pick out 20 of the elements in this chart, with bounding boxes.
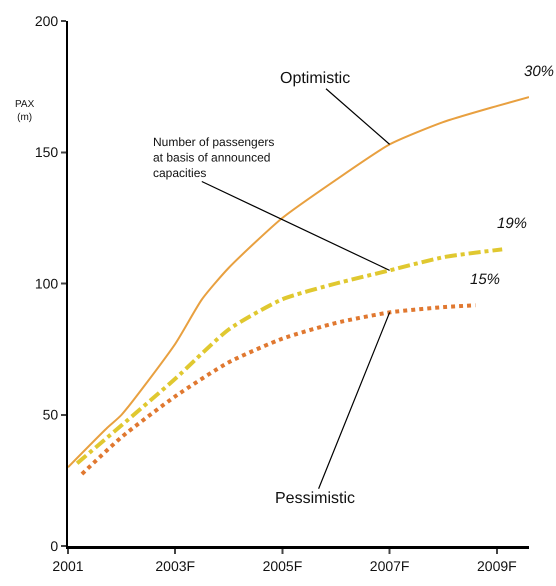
text: Pessimistic — [275, 490, 356, 507]
x-tick-label: 2007F — [370, 558, 410, 574]
line-series — [80, 303, 478, 476]
annotation: 19% — [497, 215, 528, 232]
x-tick-label: 2003F — [155, 558, 196, 574]
y-tick-label: 150 — [34, 144, 58, 160]
x-tick-label: 2001 — [52, 558, 84, 574]
annotation: 30% — [524, 63, 554, 80]
y-tick-label: 100 — [34, 275, 58, 292]
text: Number of passengers at basis of announced capacities — [153, 135, 274, 180]
line-series — [68, 96, 529, 468]
annotation: 15% — [470, 271, 500, 288]
line-series — [75, 247, 504, 466]
y-tick-label: 0 — [50, 538, 58, 554]
x-tick-label: 2009F — [476, 558, 517, 574]
text: Optimistic — [280, 70, 350, 87]
y-tick-label: 50 — [42, 406, 58, 423]
y-axis-title: PAX (m) — [15, 99, 35, 123]
x-tick-label: 2005F — [262, 558, 302, 574]
y-tick-label: 200 — [34, 12, 58, 29]
